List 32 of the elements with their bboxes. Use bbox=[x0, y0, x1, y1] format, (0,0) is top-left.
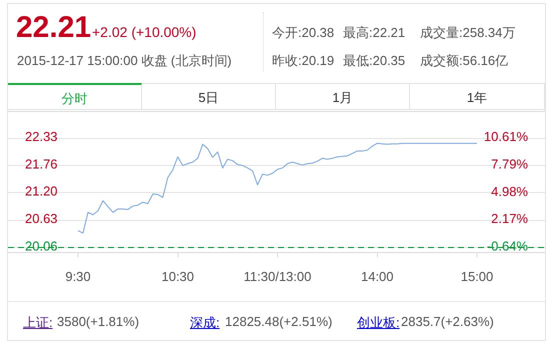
y-tick-label: 22.33 bbox=[25, 129, 58, 144]
y-tick-label: 21.76 bbox=[25, 156, 58, 172]
y-tick-label: 21.20 bbox=[25, 184, 58, 199]
text: 昨收:20.19 bbox=[272, 52, 334, 70]
text: 最低:20.35 bbox=[343, 52, 406, 70]
text: 上证: bbox=[23, 314, 53, 332]
text: 今开:20.38 bbox=[272, 24, 334, 42]
chart-subtitle: +2.02 (+10.00%) bbox=[92, 24, 196, 40]
chart-title: 22.21 bbox=[16, 11, 92, 45]
text: 1月 bbox=[276, 83, 410, 110]
x-tick-label: 14:00 bbox=[360, 268, 394, 284]
text: 2835.7(+2.63%) bbox=[401, 314, 494, 329]
text: 成交额:56.16亿 bbox=[420, 52, 508, 70]
y2-tick-label: 10.61% bbox=[484, 128, 528, 144]
text: 1年 bbox=[410, 83, 545, 110]
x-tick-label: 15:00 bbox=[460, 268, 494, 284]
text: 分时 bbox=[8, 83, 142, 110]
text: 12825.48(+2.51%) bbox=[225, 314, 332, 329]
text: 创业板: bbox=[357, 314, 400, 332]
y2-tick-label: 2.17% bbox=[491, 211, 528, 226]
y2-tick-label: 7.79% bbox=[491, 156, 528, 172]
text: 成交量:258.34万 bbox=[420, 24, 516, 42]
text: 5日 bbox=[142, 83, 276, 110]
x-tick-label: 11:30/13:00 bbox=[244, 268, 312, 284]
y2-tick-label: 4.98% bbox=[491, 184, 528, 199]
x-tick-label: 9:30 bbox=[65, 268, 91, 284]
text: 2015-12-17 15:00:00 收盘 (北京时间) bbox=[17, 52, 232, 70]
text: 3580(+1.81%) bbox=[57, 314, 140, 329]
y-tick-label: 20.63 bbox=[25, 211, 58, 226]
text: 最高:22.21 bbox=[343, 24, 406, 42]
text: 深成: bbox=[190, 314, 220, 332]
x-tick-label: 10:30 bbox=[161, 268, 194, 284]
